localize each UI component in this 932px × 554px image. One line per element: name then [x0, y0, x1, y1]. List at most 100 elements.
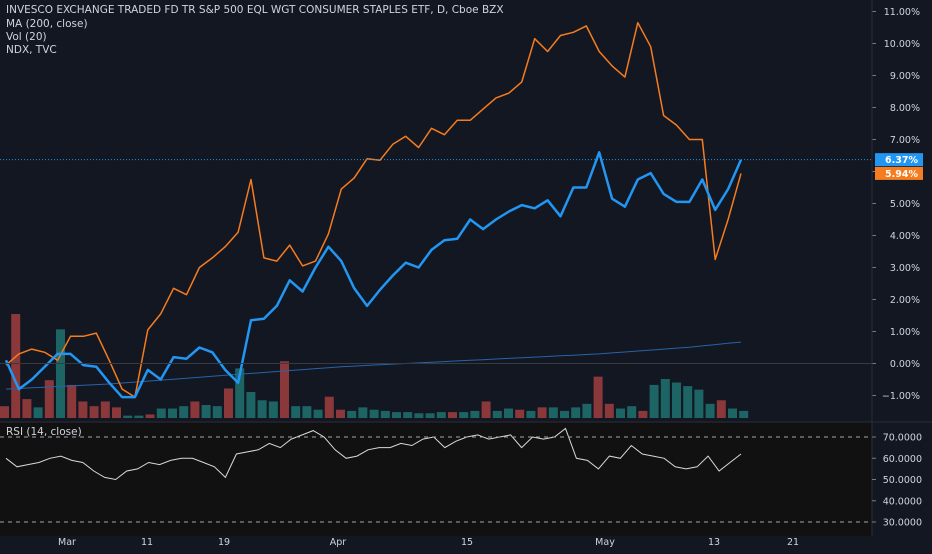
volume-bar [235, 368, 245, 418]
price-badge [875, 166, 923, 180]
y-tick-label: 11.00% [884, 7, 920, 18]
x-tick-label: May [595, 537, 615, 548]
rsi-tick-label: 70.0000 [883, 433, 922, 444]
volume-bar [212, 406, 222, 418]
volume-bar [672, 382, 681, 418]
volume-bar [604, 403, 614, 418]
volume-bar [100, 401, 110, 418]
x-tick-label: 21 [787, 537, 799, 548]
volume-bar [67, 384, 77, 418]
rsi-legend: RSI (14, close) [6, 426, 82, 438]
volume-bar [336, 409, 345, 418]
volume-bar [728, 408, 737, 418]
volume-bar [313, 409, 323, 418]
volume-bar [537, 407, 547, 418]
y-tick-label: −1.00% [882, 391, 920, 402]
volume-bar [425, 413, 435, 418]
volume-bar [414, 413, 424, 418]
volume-bar [280, 361, 289, 418]
volume-bar [492, 410, 502, 418]
legend-ma: MA (200, close) [6, 18, 88, 30]
y-tick-label: 7.00% [890, 135, 920, 146]
rsi-tick-label: 30.0000 [883, 518, 922, 529]
volume-bar [627, 406, 637, 418]
volume-bar [324, 396, 334, 418]
x-tick-label: Mar [58, 537, 76, 548]
volume-bar [739, 410, 749, 418]
x-tick-label: Apr [330, 537, 347, 548]
volume-bar [571, 407, 581, 418]
volume-bar [179, 406, 189, 418]
rsi-tick-label: 50.0000 [883, 475, 922, 486]
price-badge-label: 6.37% [885, 155, 918, 166]
volume-bar [44, 380, 54, 418]
volume-bar [694, 389, 704, 418]
x-tick-label: 15 [461, 537, 473, 548]
y-tick-label: 2.00% [890, 295, 920, 306]
volume-bar [134, 415, 144, 418]
volume-bar [436, 412, 446, 418]
x-tick-label: 11 [141, 537, 153, 548]
volume-bar [705, 403, 715, 418]
y-tick-label: 9.00% [890, 71, 920, 82]
volume-bar [168, 408, 177, 418]
y-tick-label: 8.00% [890, 103, 920, 114]
volume-bar [112, 407, 121, 418]
y-tick-label: 4.00% [890, 231, 920, 242]
volume-bar [268, 401, 278, 418]
volume-bar [156, 408, 166, 418]
volume-bar [515, 409, 525, 418]
volume-bar [78, 401, 88, 418]
legend-title: INVESCO EXCHANGE TRADED FD TR S&P 500 EQ… [6, 4, 504, 16]
ndx-compare-line [5, 21, 742, 398]
volume-bar [481, 401, 491, 418]
x-tick-label: 19 [218, 537, 230, 548]
rsi-line [5, 427, 742, 481]
volume-bar [291, 406, 301, 418]
volume-bar [145, 414, 155, 418]
y-tick-label: 5.00% [890, 199, 920, 210]
volume-bar [56, 329, 65, 418]
volume-bar [560, 410, 569, 418]
price-badge-label: 5.94% [885, 169, 918, 180]
volume-bar [470, 410, 480, 418]
price-badge [875, 153, 923, 167]
volume-bar [347, 410, 357, 418]
volume-bar [246, 392, 256, 418]
x-tick-label: 13 [708, 537, 720, 548]
volume-bar [683, 386, 693, 418]
legend-vol: Vol (20) [6, 31, 47, 43]
volume-bar [22, 399, 32, 418]
volume-bar [403, 412, 413, 418]
ma-line [5, 341, 742, 390]
volume-bar [526, 410, 536, 418]
y-tick-label: 3.00% [890, 263, 920, 274]
volume-bar [548, 407, 558, 418]
volume-bar [201, 405, 211, 418]
legend-compare: NDX, TVC [6, 44, 57, 56]
volume-bar [380, 410, 390, 418]
volume-bar [392, 412, 401, 418]
volume-bar [582, 403, 592, 418]
volume-bar [448, 412, 457, 418]
volume-bar [593, 376, 603, 418]
y-tick-label: 1.00% [890, 327, 920, 338]
volume-bar [302, 406, 312, 418]
volume-bar [616, 408, 625, 418]
volume-bar [190, 401, 200, 418]
rsi-pane-background [0, 422, 872, 536]
volume-bar [224, 388, 233, 418]
volume-bar [660, 379, 670, 418]
volume-bar [358, 407, 368, 418]
volume-bar [638, 410, 648, 418]
volume-bar [649, 384, 659, 418]
y-tick-label: 10.00% [884, 39, 920, 50]
volume-bar [0, 406, 9, 418]
volume-bar [504, 408, 513, 418]
volume-bar [257, 400, 267, 418]
volume-bar [459, 412, 469, 418]
volume-bar [33, 407, 43, 418]
volume-bar [716, 400, 726, 418]
